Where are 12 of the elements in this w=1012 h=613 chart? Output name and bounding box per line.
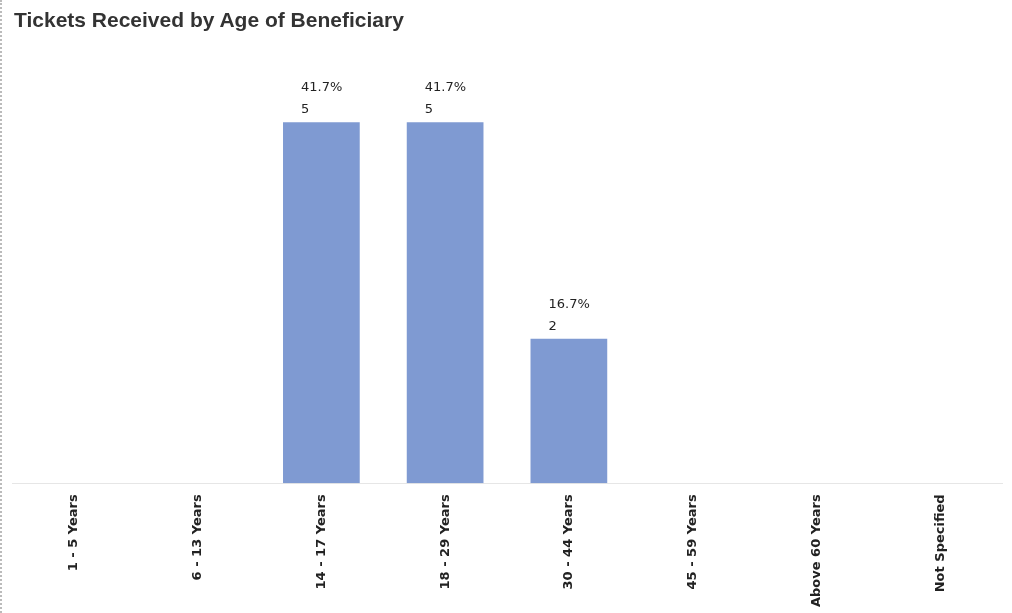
x-tick-label: 18 - 29 Years xyxy=(436,494,452,590)
x-tick-label: 1 - 5 Years xyxy=(65,494,81,572)
x-tick-label: 45 - 59 Years xyxy=(684,494,699,590)
x-tick-label: Above 60 Years xyxy=(807,494,823,608)
x-tick-label: 30 - 44 Years xyxy=(560,494,576,590)
chart-title: Tickets Received by Age of Beneficiary xyxy=(14,8,404,32)
data-label: 41.7% 5 xyxy=(301,79,343,117)
data-label: 41.7% 5 xyxy=(424,79,467,117)
data-label: 16.7% 2 xyxy=(548,295,590,333)
x-tick-label: 14 - 17 Years xyxy=(312,494,328,590)
x-tick-label: Not Specified xyxy=(931,494,947,593)
x-tick-label: 6 - 13 Years xyxy=(189,494,204,581)
